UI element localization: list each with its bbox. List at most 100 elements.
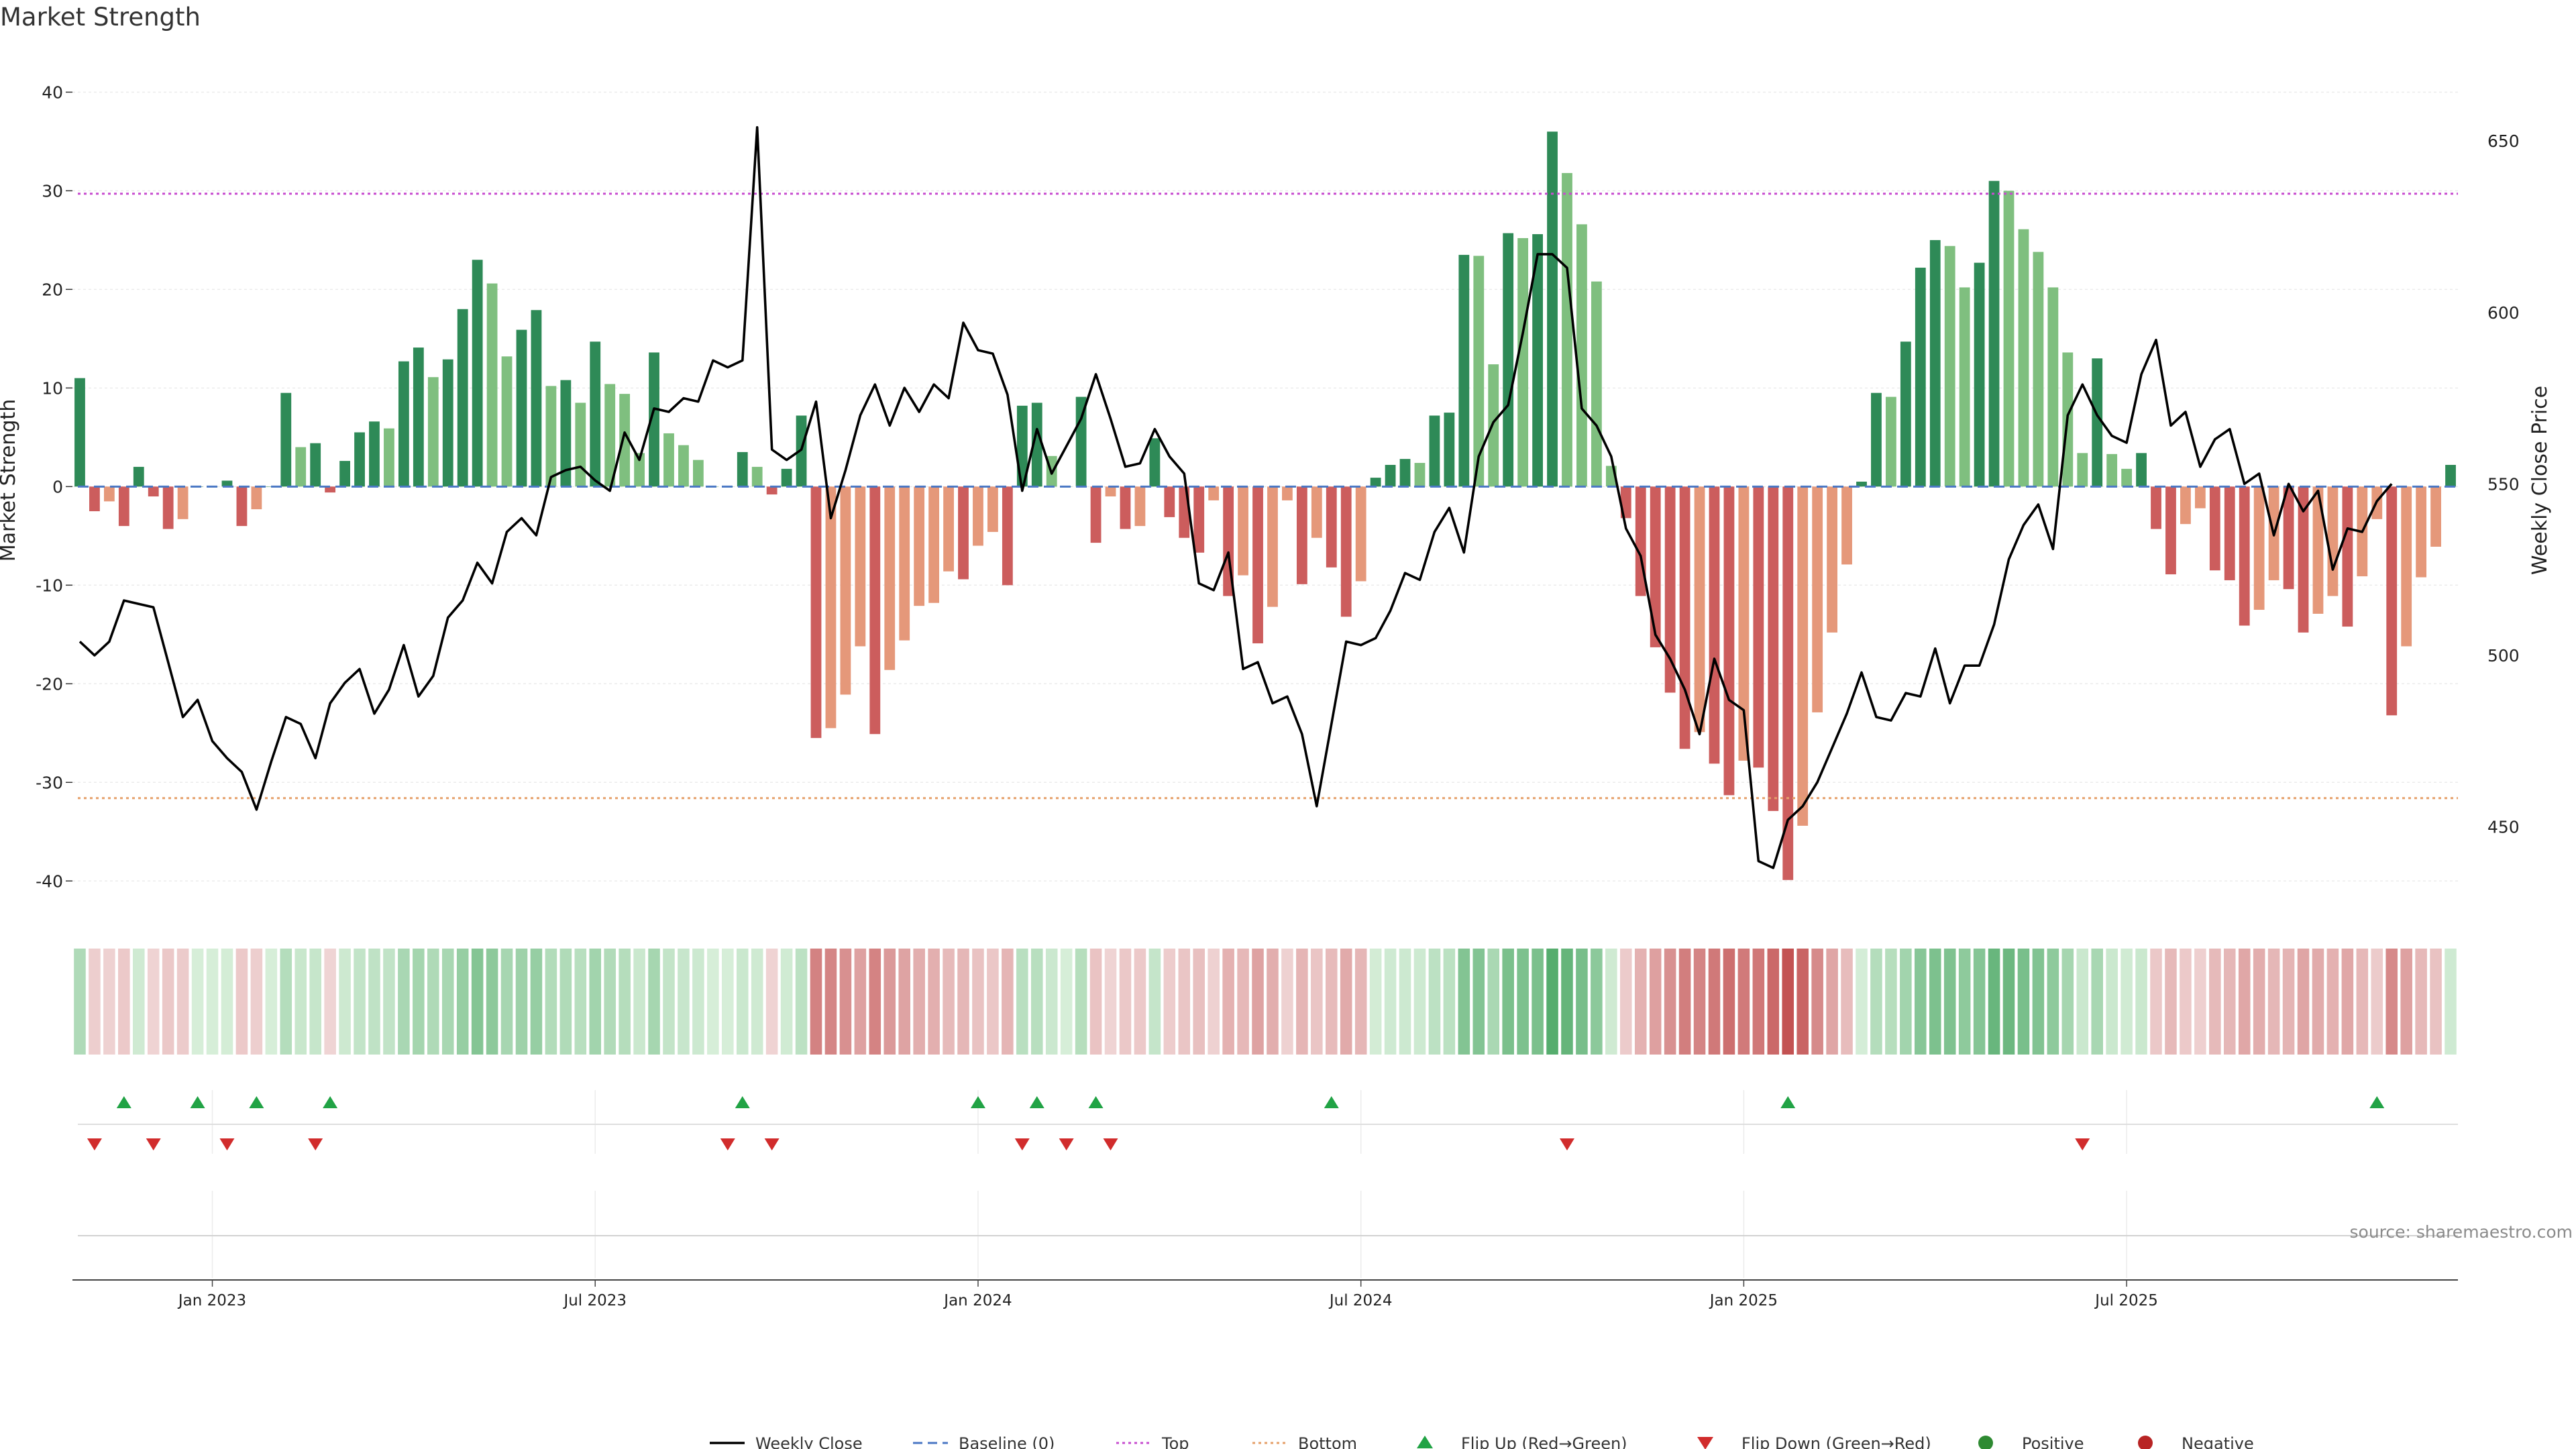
- heat-cell: [515, 949, 528, 1055]
- heat-cell: [324, 949, 336, 1055]
- strength-bar: [74, 378, 85, 487]
- heat-cell: [2341, 949, 2354, 1055]
- strength-bar: [1738, 486, 1750, 761]
- strength-bar: [1547, 131, 1558, 487]
- heat-cell: [1267, 949, 1279, 1055]
- heat-cell: [2121, 949, 2133, 1055]
- x-tick-label: Jan 2024: [943, 1292, 1012, 1309]
- heat-cell: [2002, 949, 2015, 1055]
- strength-bar: [2003, 191, 2015, 487]
- strength-bar: [1812, 486, 1823, 712]
- y-tick-label: 20: [42, 280, 63, 299]
- strength-bar: [1841, 486, 1852, 565]
- strength-bar: [1002, 486, 1013, 586]
- heat-cell: [1222, 949, 1234, 1055]
- y-axis-label: Market Strength: [0, 399, 20, 561]
- strength-bar: [840, 486, 851, 695]
- flip-up-marker: [323, 1096, 338, 1108]
- heat-cell: [294, 949, 307, 1055]
- heat-cell: [383, 949, 395, 1055]
- strength-bar: [2224, 486, 2235, 580]
- heat-cell: [1958, 949, 1971, 1055]
- heat-cell: [1502, 949, 1514, 1055]
- heat-cell: [1620, 949, 1632, 1055]
- strength-bar: [1768, 486, 1779, 811]
- legend-label: Positive: [2022, 1434, 2084, 1449]
- strength-bar: [472, 260, 483, 487]
- flip-up-marker: [1029, 1096, 1044, 1108]
- heat-cell: [1532, 949, 1544, 1055]
- strength-bar: [2121, 468, 2133, 487]
- heat-cell: [1591, 949, 1603, 1055]
- strength-bar: [1797, 486, 1809, 826]
- strength-bar: [1974, 262, 1985, 487]
- strength-bar: [2445, 464, 2456, 487]
- strength-bar: [1944, 246, 1955, 487]
- strength-bar: [751, 466, 763, 487]
- heat-cell: [722, 949, 734, 1055]
- strength-bar: [354, 432, 365, 487]
- legend-item: Weekly Close: [710, 1434, 863, 1449]
- heat-cell: [678, 949, 690, 1055]
- strength-bar: [825, 486, 837, 729]
- x-tick-label: Jul 2025: [2094, 1292, 2158, 1309]
- legend-item: Flip Down (Green→Red): [1697, 1434, 1931, 1449]
- strength-bar: [1238, 486, 1248, 576]
- strength-bar: [177, 486, 189, 519]
- strength-bar: [973, 486, 983, 546]
- strength-bar: [1326, 486, 1337, 568]
- strength-bar: [2342, 486, 2353, 627]
- heat-cell: [810, 949, 822, 1055]
- heat-cell: [309, 949, 321, 1055]
- heat-cell: [2047, 949, 2059, 1055]
- strength-bar: [575, 402, 586, 487]
- legend-item: Negative: [2138, 1434, 2254, 1449]
- strength-bar: [427, 377, 439, 487]
- strength-bar: [2209, 486, 2220, 571]
- y-tick-label: -40: [36, 871, 63, 891]
- strength-bar: [162, 486, 174, 529]
- strength-bar: [855, 486, 866, 647]
- heat-cell: [736, 949, 749, 1055]
- heat-cell: [1487, 949, 1500, 1055]
- strength-bar: [103, 486, 115, 502]
- strength-bar: [2106, 453, 2118, 487]
- x-tick-label: Jan 2025: [1709, 1292, 1778, 1309]
- heat-cell: [2445, 949, 2457, 1055]
- strength-bar: [1164, 486, 1175, 517]
- heat-cell: [1296, 949, 1308, 1055]
- strength-bar: [1355, 486, 1366, 582]
- strength-bar: [295, 447, 307, 487]
- strength-bar: [560, 380, 572, 487]
- flip-up-marker: [116, 1096, 131, 1108]
- strength-bar: [1075, 396, 1087, 487]
- heat-cell: [1856, 949, 1868, 1055]
- heat-cell: [1782, 949, 1794, 1055]
- legend-label: Bottom: [1298, 1434, 1357, 1449]
- strength-bar: [1900, 341, 1911, 487]
- strength-bar: [781, 468, 792, 487]
- y2-tick-label: 450: [2487, 817, 2520, 837]
- strength-bar: [1120, 486, 1131, 529]
- heat-cell: [368, 949, 380, 1055]
- flip-up-marker: [735, 1096, 750, 1108]
- strength-bar: [1385, 464, 1396, 487]
- heat-cell: [2371, 949, 2383, 1055]
- heat-cell: [2385, 949, 2398, 1055]
- strength-bar: [766, 486, 777, 495]
- heat-cell: [2282, 949, 2295, 1055]
- strength-bar: [2239, 486, 2250, 626]
- legend-swatch: [2138, 1436, 2153, 1449]
- heat-cell: [250, 949, 263, 1055]
- heat-cell: [1929, 949, 1941, 1055]
- strength-bar: [1149, 438, 1161, 487]
- heat-cell: [103, 949, 115, 1055]
- heat-cell: [471, 949, 484, 1055]
- flip-down-marker: [1014, 1138, 1030, 1150]
- heat-cell: [1870, 949, 1882, 1055]
- strength-bar: [663, 433, 674, 487]
- legend-item: Positive: [1978, 1434, 2084, 1449]
- heat-cell: [2415, 949, 2427, 1055]
- heat-cell: [1693, 949, 1706, 1055]
- heat-cell: [1900, 949, 1912, 1055]
